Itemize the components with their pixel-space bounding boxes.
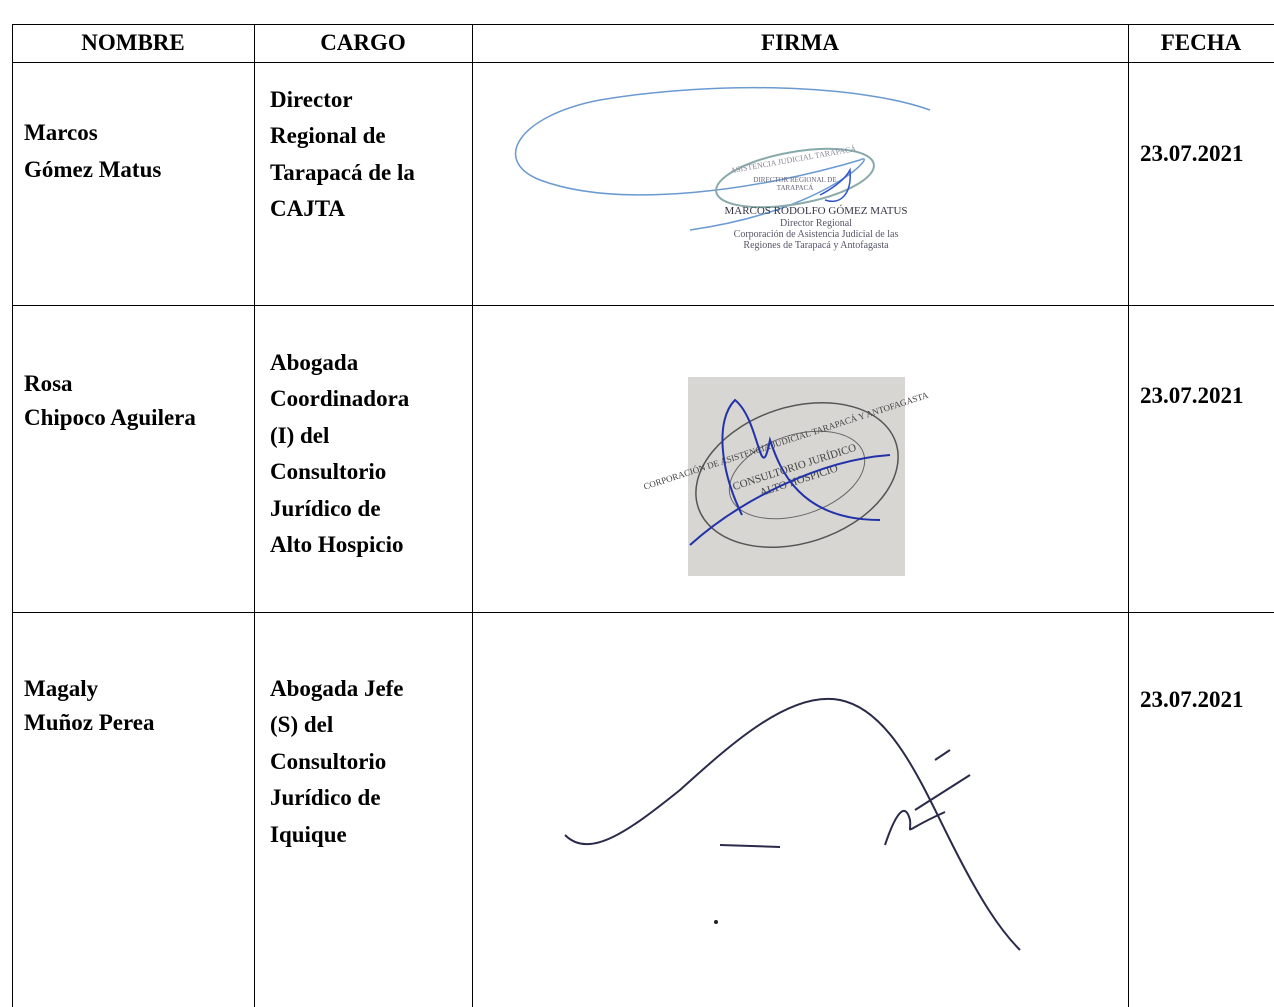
name-line: Rosa <box>24 370 73 396</box>
name-line: Magaly <box>24 675 99 701</box>
cargo-line: (I) del <box>270 422 330 448</box>
header-cell: FECHA <box>1160 30 1242 55</box>
signature-stroke <box>819 167 851 202</box>
stamp-text: ASISTENCIA JUDICIAL TARAPACÁ <box>729 143 857 175</box>
cargo-line: (S) del <box>270 712 334 738</box>
stamp-photo <box>688 377 905 576</box>
cargo-line: Consultorio <box>270 748 387 774</box>
cargo-line: Jurídico de <box>270 495 381 521</box>
signature-stroke <box>564 697 1021 951</box>
border <box>12 612 1274 613</box>
signature-stroke <box>514 86 931 231</box>
cargo-line: Abogada Jefe <box>270 675 404 701</box>
name-line: Chipoco Aguilera <box>24 404 196 430</box>
signature-caption: Regiones de Tarapacá y Antofagasta <box>743 240 889 251</box>
border <box>472 24 473 1007</box>
border <box>12 24 13 1007</box>
cargo-line: Coordinadora <box>270 386 410 412</box>
cargo-line: Consultorio <box>270 459 387 485</box>
cargo-line: Jurídico de <box>270 785 381 811</box>
cargo-line: Abogada <box>270 349 359 375</box>
cargo-line: Alto Hospicio <box>270 532 404 558</box>
border <box>1128 24 1129 1007</box>
name-line: Marcos <box>24 119 98 145</box>
border <box>12 305 1274 306</box>
border <box>254 24 255 1007</box>
signature-stroke <box>689 398 891 546</box>
stamp <box>715 147 875 209</box>
cargo-line: Iquique <box>270 821 347 847</box>
signature-stroke <box>719 749 971 848</box>
stamp-text: DIRECTOR REGIONAL DE <box>753 176 836 184</box>
header-cell: NOMBRE <box>81 30 185 55</box>
border <box>12 62 1274 63</box>
stamp <box>728 430 866 520</box>
signature-caption: Corporación de Asistencia Judicial de la… <box>734 229 899 240</box>
header-cell: FIRMA <box>761 30 839 55</box>
cargo-line: Regional de <box>270 123 386 149</box>
stamp-text: TARAPACÁ <box>777 184 814 192</box>
cargo-line: CAJTA <box>270 196 345 222</box>
name-line: Muñoz Perea <box>24 709 155 735</box>
cargo-line: Tarapacá de la <box>270 159 415 185</box>
stamp <box>695 402 899 548</box>
border <box>12 24 1274 25</box>
date: 23.07.2021 <box>1140 382 1244 408</box>
header-cell: CARGO <box>320 30 406 55</box>
signature-caption: MARCOS RODOLFO GÓMEZ MATUS <box>724 205 907 217</box>
signature-caption: Director Regional <box>780 218 852 229</box>
signature-dot <box>714 920 718 924</box>
date: 23.07.2021 <box>1140 686 1244 712</box>
cargo-line: Director <box>270 86 353 112</box>
date: 23.07.2021 <box>1140 140 1244 166</box>
name-line: Gómez Matus <box>24 156 162 182</box>
